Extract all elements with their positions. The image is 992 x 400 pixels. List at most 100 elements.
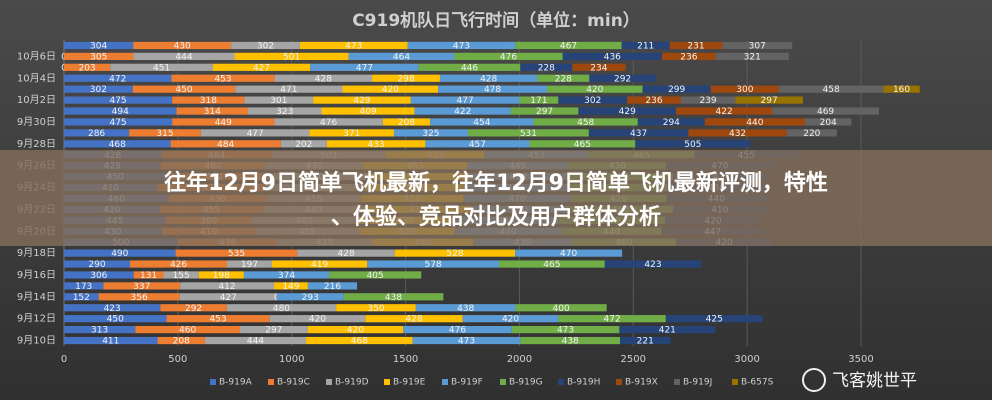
bar-segment [772,107,879,115]
bar-segment [299,41,408,50]
value-label: 432 [729,129,746,139]
bar-segment [64,249,176,257]
bar-segment [786,129,837,137]
legend-label: B-919F [451,378,483,388]
bar-segment [98,293,180,301]
value-label: 458 [823,85,840,95]
bar-segment [635,140,751,148]
y-tick-label: 10月2日 [17,94,56,106]
value-label: 484 [217,140,234,150]
value-label: 422 [454,107,471,117]
bar-segment [269,315,366,323]
bar-segment [336,304,416,312]
value-label: 425 [706,315,723,325]
value-label: 297 [761,96,778,106]
value-label: 451 [153,63,170,73]
bar-segment [244,96,314,104]
bar-segment [132,85,236,93]
value-label: 453 [214,74,231,84]
bar-segment [562,52,662,60]
value-label: 208 [398,118,415,128]
bar-segment [367,260,499,268]
bar-segment [680,96,736,104]
value-label: 423 [104,304,121,314]
legend-swatch [268,379,274,385]
value-label: 427 [220,293,237,303]
value-label: 411 [102,337,119,347]
value-label: 453 [209,315,226,325]
value-label: 203 [79,63,96,73]
value-label: 444 [175,52,192,62]
value-label: 299 [668,85,685,95]
bar-segment [439,74,538,82]
value-label: 438 [562,337,579,347]
bar-segment [394,249,516,257]
value-label: 458 [577,118,594,128]
value-label: 478 [484,85,501,95]
bar-segment [515,249,623,257]
bar-segment [546,85,643,93]
value-label: 440 [746,118,763,128]
value-label: 160 [893,85,910,95]
value-label: 465 [574,140,591,150]
value-label: 315 [156,129,173,139]
bar-segment [176,107,248,115]
value-label: 494 [112,107,129,117]
bar-segment [688,129,787,137]
value-label: 501 [283,52,300,62]
value-label: 490 [111,249,128,259]
headline: 、体验、竞品对比及用户群体分析 [331,204,661,230]
value-label: 473 [557,326,574,336]
value-label: 297 [265,326,282,336]
bar-segment [710,85,780,93]
bar-segment [133,271,164,279]
value-label: 171 [530,96,547,106]
bar-segment [175,249,298,257]
bar-segment [163,271,199,279]
value-label: 475 [109,96,126,106]
bar-segment [372,74,440,82]
value-label: 313 [91,326,108,336]
bar-segment [520,336,621,345]
bar-segment [64,85,133,93]
bar-segment [511,326,620,334]
value-label: 293 [302,293,319,303]
legend-swatch [674,379,680,385]
value-label: 409 [360,107,377,117]
x-tick-label: 0 [61,354,67,365]
value-label: 472 [109,74,126,84]
legend-label: B-919D [335,378,369,388]
value-label: 155 [173,271,190,281]
legend-swatch [616,379,622,385]
value-label: 438 [457,304,474,314]
legend-swatch [384,379,390,385]
bar-segment [735,96,803,104]
headline: 往年12月9日简单飞机最新，往年12月9日简单飞机最新评测，特性 [164,170,828,196]
value-label: 428 [480,74,497,84]
value-label: 236 [645,96,662,106]
value-label: 301 [270,96,287,106]
value-label: 149 [282,282,299,292]
value-label: 422 [716,107,733,117]
bar-segment [64,326,136,334]
bar-segment [403,326,512,334]
bar-segment [160,304,227,312]
bar-segment [64,260,131,268]
bar-segment [64,52,134,60]
bar-segment [498,260,605,268]
value-label: 475 [109,118,126,128]
y-tick-label: 10月6日 [17,50,56,62]
value-label: 297 [536,107,553,117]
bar-segment [166,315,270,323]
bar-segment [172,118,275,126]
value-label: 325 [422,129,439,139]
bar-segment [234,52,349,60]
value-label: 211 [637,41,654,51]
value-label: 298 [397,74,414,84]
value-label: 419 [311,260,328,270]
bar-segment [425,140,530,148]
legend-label: B-919G [509,378,543,388]
value-label: 450 [175,85,192,95]
bar-segment [64,282,104,290]
